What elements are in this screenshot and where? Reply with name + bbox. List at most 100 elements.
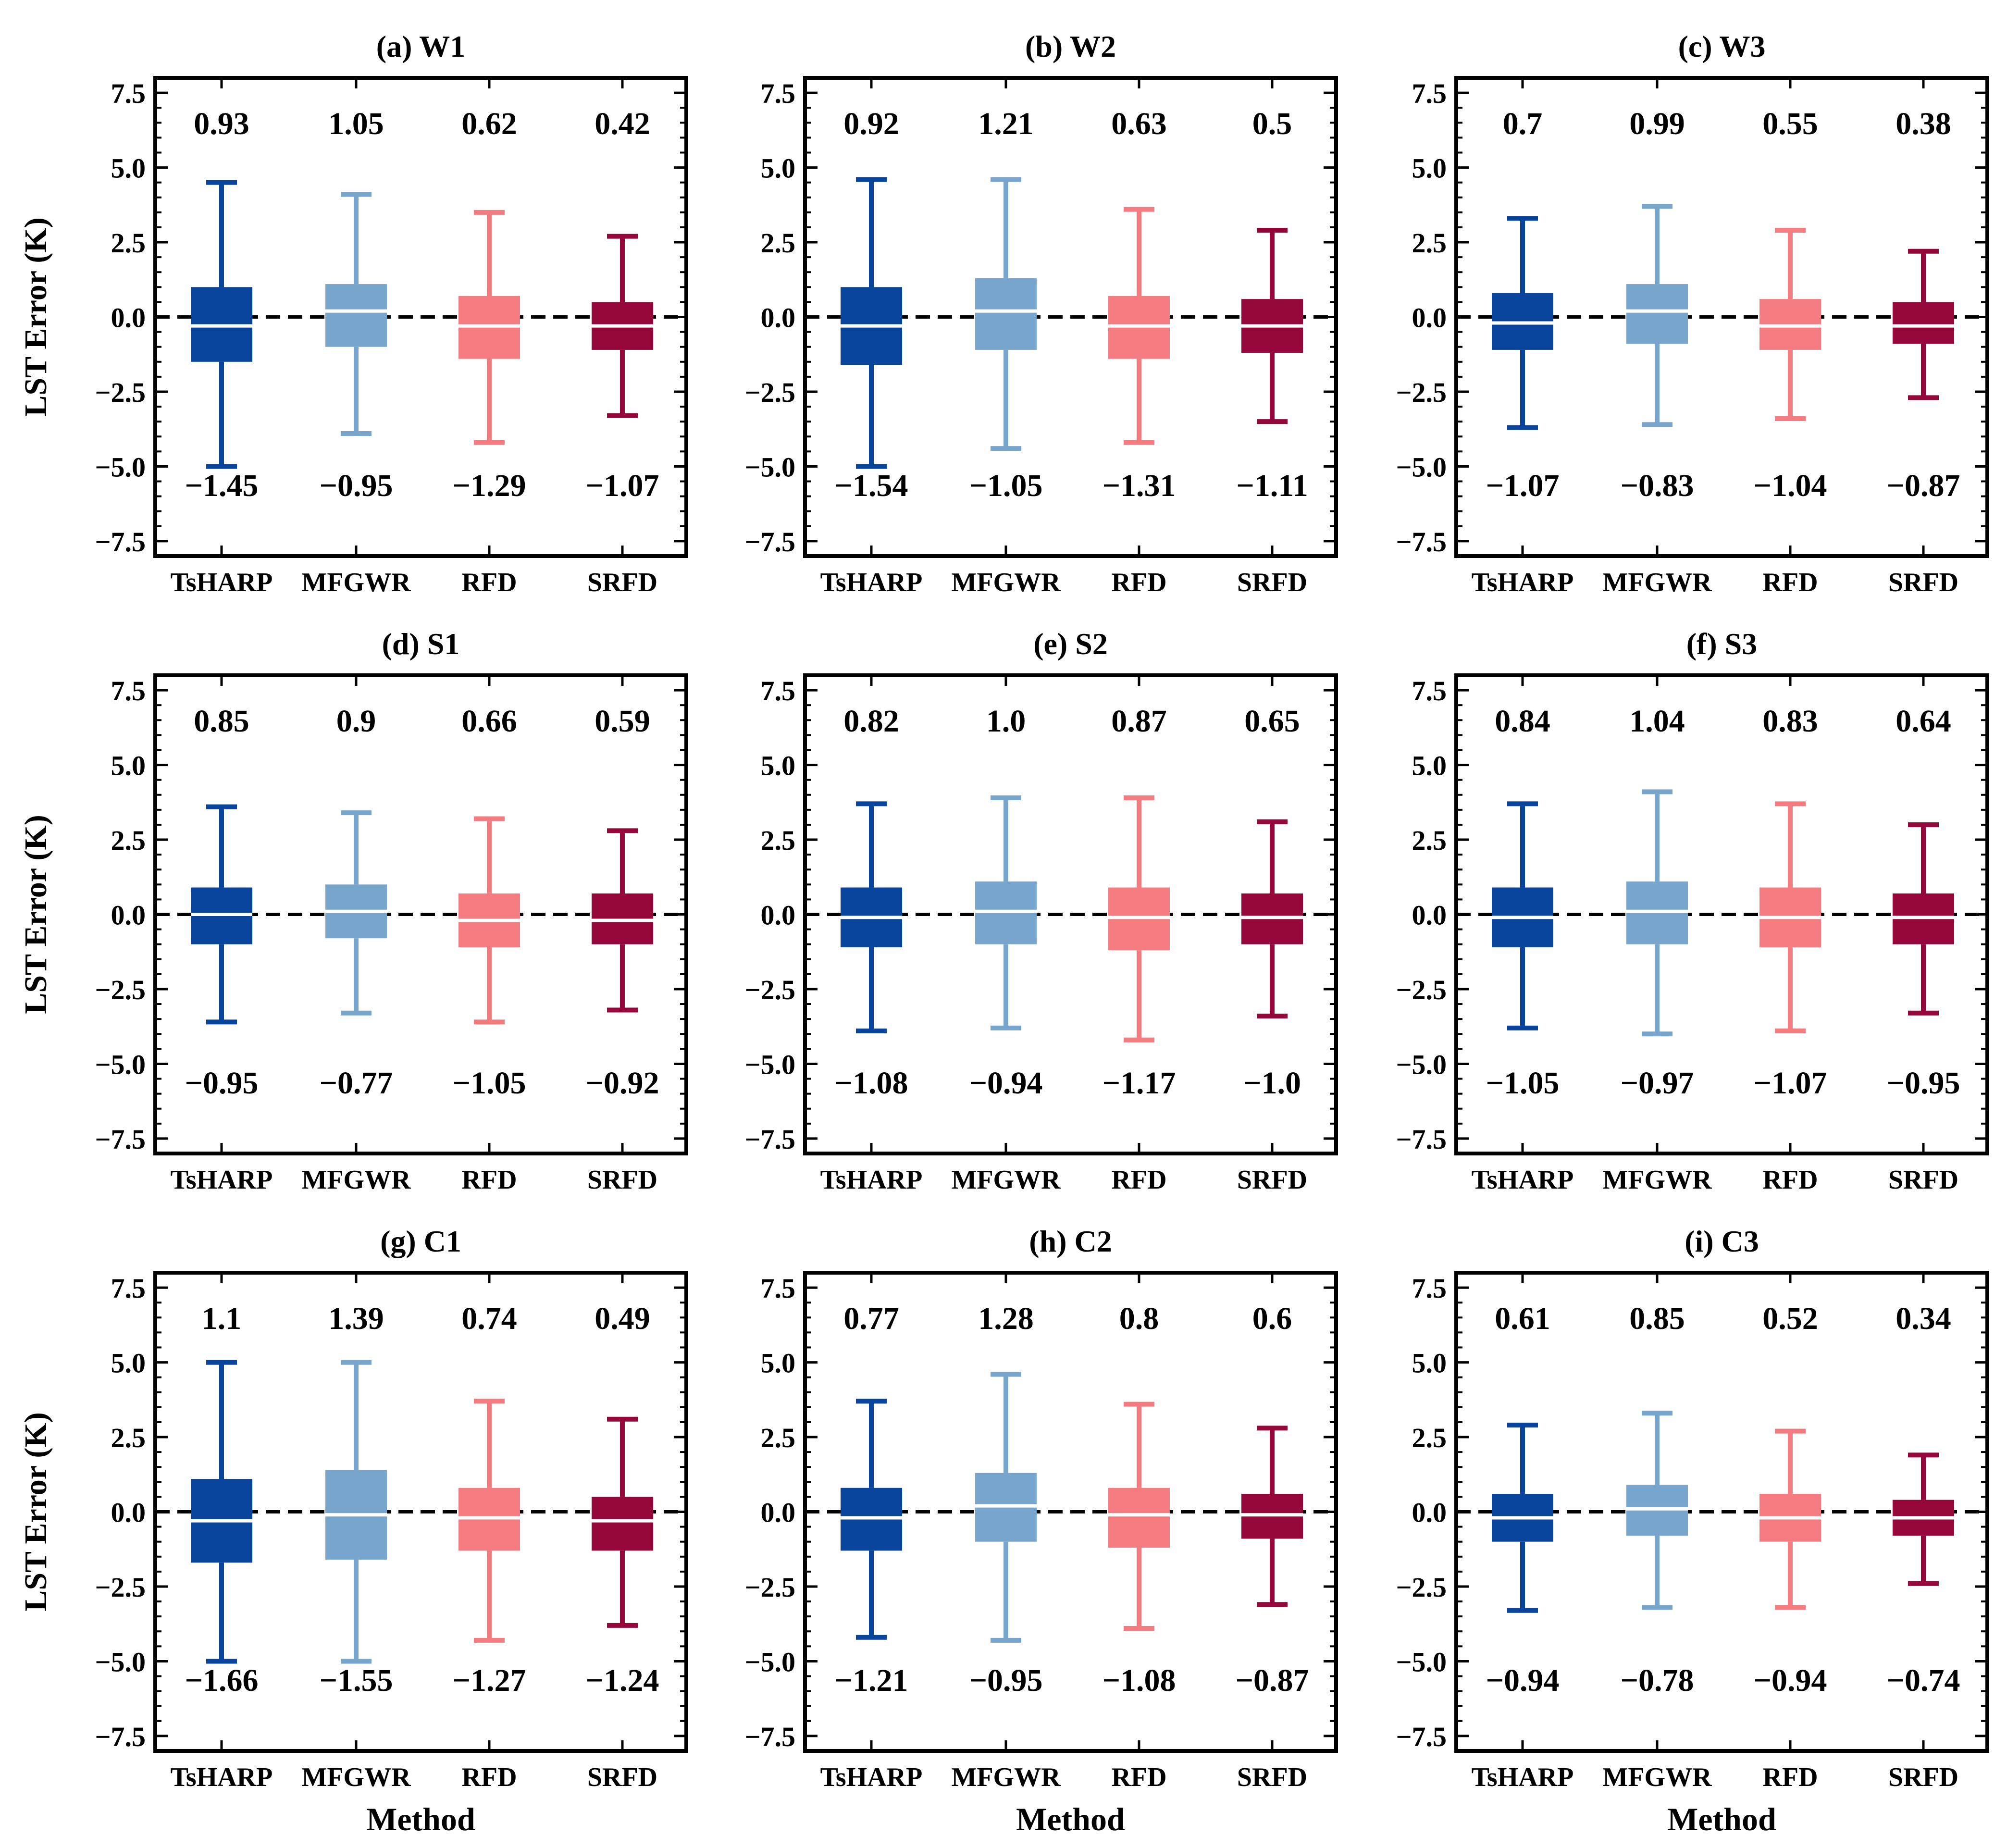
y-tick-label: 5.0 [111,153,146,184]
panel-3: (c) W3 −7.5 −5.0 −2.5 0.0 2.5 5.0 7.5 0.7 −1.07 Ts… [1396,29,1989,597]
box-srfd: 0.42 −1.07 SRFD [585,78,659,597]
y-tick-label: 2.5 [1412,227,1447,259]
box-srfd: 0.59 −0.92 SRFD [585,675,659,1195]
upper-value-label: 0.62 [461,106,517,141]
x-tick-label: SRFD [1888,1762,1958,1792]
panel-4: (d) S1 −7.5 −5.0 −2.5 0.0 2.5 5.0 7.5 0.85 −0.95 T… [18,627,688,1195]
lower-value-label: −1.07 [1486,468,1559,503]
y-tick-label: −7.5 [744,526,795,558]
lower-value-label: −1.08 [1102,1663,1176,1698]
x-tick-label: TsHARP [1472,1165,1574,1195]
y-tick-label: 5.0 [1412,153,1447,184]
plot-frame [1454,1271,1989,1753]
box-tsharp: 0.85 −0.95 TsHARP [171,675,273,1195]
box-tsharp: 0.92 −1.54 TsHARP [820,78,922,597]
box-srfd: 0.5 −1.11 SRFD [1236,78,1308,597]
lower-value-label: −0.94 [1486,1663,1559,1698]
lower-value-label: −0.94 [969,1066,1042,1101]
y-tick-label: 5.0 [761,1348,796,1379]
box-rfd: 0.63 −1.31 RFD [1102,78,1176,597]
panel-8: (h) C2 −7.5 −5.0 −2.5 0.0 2.5 5.0 7.5 0.77 −1.21 T… [744,1224,1338,1837]
upper-value-label: 0.55 [1762,106,1818,141]
y-axis-label: LST Error (K) [18,815,53,1014]
box-mfgwr: 1.0 −0.94 MFGWR [951,675,1061,1195]
upper-value-label: 0.59 [595,704,650,739]
x-tick-label: SRFD [587,1762,657,1792]
y-tick-label: 0.0 [1412,900,1447,931]
panel-9: (i) C3 −7.5 −5.0 −2.5 0.0 2.5 5.0 7.5 0.61 −0.94 T… [1396,1224,1989,1837]
x-tick-label: RFD [1762,1762,1818,1792]
lower-value-label: −1.07 [585,468,659,503]
box-rfd: 0.8 −1.08 RFD [1102,1273,1176,1792]
lower-value-label: −0.95 [1886,1066,1960,1101]
x-tick-label: RFD [461,568,517,597]
box-mfgwr: 1.28 −0.95 MFGWR [951,1273,1061,1792]
y-tick-label: −5.0 [1396,451,1447,483]
lower-value-label: −1.17 [1102,1066,1176,1101]
upper-value-label: 0.85 [1629,1301,1685,1336]
panel-7: (g) C1 −7.5 −5.0 −2.5 0.0 2.5 5.0 7.5 1.1 −1.66 Ts… [18,1224,688,1837]
panel-6: (f) S3 −7.5 −5.0 −2.5 0.0 2.5 5.0 7.5 0.84 −1.05 T… [1396,627,1989,1195]
y-tick-label: 7.5 [111,675,146,707]
y-tick-label: 7.5 [111,78,146,109]
upper-value-label: 0.8 [1119,1301,1159,1336]
box-tsharp: 0.84 −1.05 TsHARP [1472,675,1574,1195]
y-tick-label: −5.0 [744,451,795,483]
upper-value-label: 0.7 [1503,106,1543,141]
y-tick-label: 7.5 [111,1273,146,1304]
y-tick-label: −7.5 [95,1124,146,1155]
x-tick-label: MFGWR [301,1762,411,1792]
x-tick-label: MFGWR [301,1165,411,1195]
y-tick-label: −7.5 [744,1124,795,1155]
y-tick-label: −5.0 [1396,1646,1447,1677]
y-tick-label: 0.0 [111,302,146,334]
upper-value-label: 0.9 [336,704,376,739]
lower-value-label: −1.66 [185,1663,258,1698]
y-tick-label: −5.0 [95,1646,146,1677]
upper-value-label: 0.61 [1495,1301,1550,1336]
lower-value-label: −0.83 [1620,468,1694,503]
upper-value-label: 0.49 [595,1301,650,1336]
upper-value-label: 0.38 [1896,106,1951,141]
y-tick-label: −2.5 [95,377,146,408]
y-tick-label: 0.0 [111,1497,146,1528]
lower-value-label: −1.21 [834,1663,908,1698]
box-rfd: 0.83 −1.07 RFD [1753,675,1827,1195]
upper-value-label: 1.21 [978,106,1034,141]
panel-1: (a) W1 −7.5 −5.0 −2.5 0.0 2.5 5.0 7.5 0.93 −1.45 T… [18,29,688,597]
iqr-box [592,1497,653,1551]
lower-value-label: −0.95 [319,468,393,503]
x-tick-label: TsHARP [1472,568,1574,597]
upper-value-label: 1.1 [202,1301,242,1336]
lower-value-label: −1.24 [585,1663,659,1698]
lower-value-label: −0.78 [1620,1663,1694,1698]
iqr-box [325,284,387,347]
upper-value-label: 1.05 [328,106,384,141]
upper-value-label: 0.82 [843,704,899,739]
lower-value-label: −0.94 [1753,1663,1827,1698]
lower-value-label: −0.92 [585,1066,659,1101]
panel-title: (e) S2 [1033,627,1108,661]
y-tick-label: 2.5 [761,1422,796,1453]
upper-value-label: 0.85 [194,704,249,739]
iqr-box [1108,1488,1170,1548]
y-tick-label: 2.5 [111,227,146,259]
box-rfd: 0.87 −1.17 RFD [1102,675,1176,1195]
iqr-box [1893,302,1954,344]
x-tick-label: TsHARP [820,1165,923,1195]
panel-title: (b) W2 [1025,29,1116,63]
box-srfd: 0.65 −1.0 SRFD [1237,675,1307,1195]
upper-value-label: 0.77 [843,1301,899,1336]
panel-title: (f) S3 [1686,627,1758,661]
box-tsharp: 0.93 −1.45 TsHARP [171,78,273,597]
x-tick-label: SRFD [1888,1165,1958,1195]
y-tick-label: 5.0 [761,750,796,781]
y-tick-label: 5.0 [111,1348,146,1379]
x-tick-label: RFD [1762,568,1818,597]
x-tick-label: TsHARP [1472,1762,1574,1792]
lower-value-label: −1.07 [1753,1066,1827,1101]
lower-value-label: −0.95 [185,1066,258,1101]
x-tick-label: MFGWR [951,1762,1061,1792]
upper-value-label: 0.74 [461,1301,517,1336]
box-mfgwr: 0.85 −0.78 MFGWR [1602,1273,1712,1792]
